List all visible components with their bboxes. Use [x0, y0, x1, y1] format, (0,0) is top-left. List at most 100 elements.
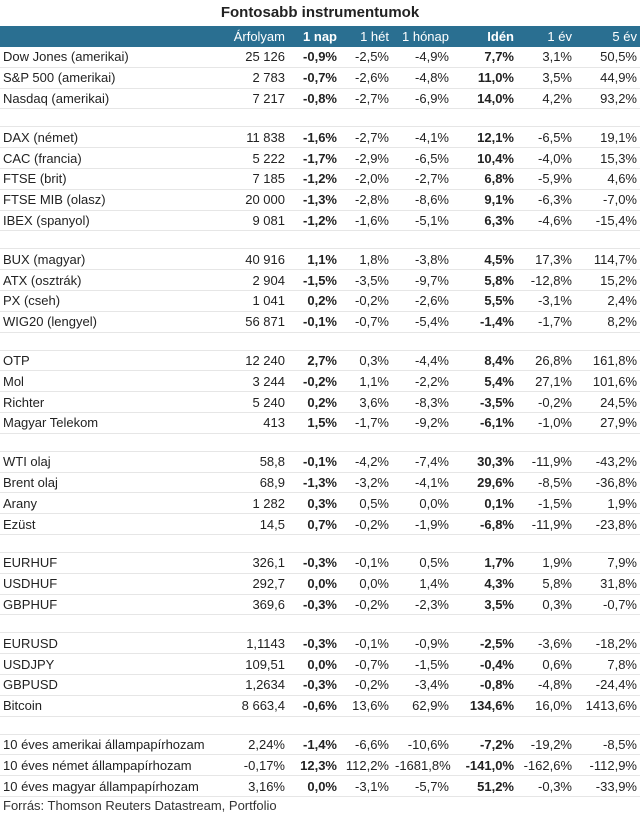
cell-ytd: 7,7%: [452, 47, 517, 68]
cell-ytd: -141,0%: [452, 754, 517, 777]
cell-price: 58,8: [218, 451, 288, 473]
cell-1-day: -1,2%: [288, 168, 340, 190]
cell-1-week: -2,7%: [340, 126, 392, 149]
cell-ytd: 5,8%: [452, 269, 517, 291]
cell-5-year: 15,2%: [575, 269, 640, 291]
cell-1-day: -1,3%: [288, 189, 340, 211]
cell-1-day: -1,4%: [288, 734, 340, 756]
cell-5-year: 50,5%: [575, 47, 640, 68]
cell-1-week: 1,1%: [340, 370, 392, 393]
cell-5-year: 7,9%: [575, 552, 640, 574]
instrument-name: S&P 500 (amerikai): [0, 67, 218, 89]
table-row: WIG20 (lengyel) 56 871 -0,1% -0,7% -5,4% -1,4…: [0, 311, 640, 333]
cell-1-day: 1,1%: [288, 248, 340, 271]
cell-1-day: -0,2%: [288, 370, 340, 393]
instrument-name: GBPUSD: [0, 674, 218, 696]
cell-ytd: -2,5%: [452, 632, 517, 655]
cell-1-month: 0,5%: [392, 552, 452, 574]
cell-ytd: -1,4%: [452, 311, 517, 333]
cell-ytd: 5,5%: [452, 290, 517, 312]
cell-1-day: 0,3%: [288, 492, 340, 515]
cell-1-year: 27,1%: [517, 370, 575, 393]
cell-price: 292,7: [218, 573, 288, 595]
table-row: CAC (francia) 5 222 -1,7% -2,9% -6,5% 10,4% -4…: [0, 147, 640, 169]
cell-ytd: 4,3%: [452, 573, 517, 595]
group-spacer: [0, 332, 640, 351]
cell-1-week: 112,2%: [340, 754, 392, 777]
instrument-name: Brent olaj: [0, 472, 218, 494]
cell-1-year: -0,2%: [517, 391, 575, 413]
cell-ytd: -3,5%: [452, 391, 517, 413]
cell-1-week: -2,8%: [340, 189, 392, 211]
cell-1-week: -1,6%: [340, 210, 392, 232]
cell-5-year: 114,7%: [575, 248, 640, 271]
spacer-cell: [0, 716, 640, 735]
cell-price: 109,51: [218, 653, 288, 675]
cell-price: 3,16%: [218, 775, 288, 797]
cell-1-week: -6,6%: [340, 734, 392, 756]
cell-price: 2,24%: [218, 734, 288, 756]
table-row: WTI olaj 58,8 -0,1% -4,2% -7,4% 30,3% -11,9% -4…: [0, 451, 640, 473]
table-row: 10 éves amerikai állampapírhozam 2,24% -1,…: [0, 734, 640, 756]
cell-1-week: -3,1%: [340, 775, 392, 797]
cell-ytd: 6,8%: [452, 168, 517, 190]
table-row: Nasdaq (amerikai) 7 217 -0,8% -2,7% -6,9% 14,…: [0, 88, 640, 110]
cell-1-week: -0,7%: [340, 311, 392, 333]
cell-ytd: 30,3%: [452, 451, 517, 473]
cell-5-year: -23,8%: [575, 513, 640, 535]
cell-1-month: -9,2%: [392, 412, 452, 434]
cell-price: -0,17%: [218, 754, 288, 777]
table-row: Mol 3 244 -0,2% 1,1% -2,2% 5,4% 27,1% 101,6%: [0, 370, 640, 393]
cell-1-day: -0,8%: [288, 88, 340, 110]
cell-ytd: -6,1%: [452, 412, 517, 434]
cell-1-year: 16,0%: [517, 695, 575, 717]
table-row: 10 éves német állampapírhozam -0,17% 12,3%…: [0, 754, 640, 777]
cell-price: 9 081: [218, 210, 288, 232]
instrument-name: USDJPY: [0, 653, 218, 675]
cell-1-week: -3,5%: [340, 269, 392, 291]
table-row: FTSE MIB (olasz) 20 000 -1,3% -2,8% -8,6% 9,1…: [0, 189, 640, 211]
cell-1-day: -1,5%: [288, 269, 340, 291]
instrument-name: OTP: [0, 350, 218, 372]
table-row: Brent olaj 68,9 -1,3% -3,2% -4,1% 29,6% -8,5% -…: [0, 472, 640, 494]
cell-1-year: -4,8%: [517, 674, 575, 696]
cell-price: 7 185: [218, 168, 288, 190]
cell-1-year: 1,9%: [517, 552, 575, 574]
instrument-name: CAC (francia): [0, 147, 218, 169]
table-row: Magyar Telekom 413 1,5% -1,7% -9,2% -6,1% -1,0…: [0, 412, 640, 434]
cell-1-week: -2,9%: [340, 147, 392, 169]
cell-1-year: -19,2%: [517, 734, 575, 756]
instrument-name: WTI olaj: [0, 451, 218, 473]
cell-1-year: -6,3%: [517, 189, 575, 211]
cell-5-year: -24,4%: [575, 674, 640, 696]
cell-price: 8 663,4: [218, 695, 288, 717]
table-row: GBPHUF 369,6 -0,3% -0,2% -2,3% 3,5% 0,3% -0,7%: [0, 594, 640, 616]
cell-1-day: 1,5%: [288, 412, 340, 434]
instrument-name: 10 éves német állampapírhozam: [0, 754, 218, 777]
table-row: EURHUF 326,1 -0,3% -0,1% 0,5% 1,7% 1,9% 7,9%: [0, 552, 640, 574]
instrument-name: EURUSD: [0, 632, 218, 655]
cell-5-year: 27,9%: [575, 412, 640, 434]
cell-1-week: 0,3%: [340, 350, 392, 372]
cell-1-day: -1,7%: [288, 147, 340, 169]
cell-1-week: -0,1%: [340, 552, 392, 574]
cell-1-month: -4,8%: [392, 67, 452, 89]
column-header-price: Árfolyam: [233, 29, 285, 44]
cell-price: 1 282: [218, 492, 288, 515]
source-note: Forrás: Thomson Reuters Datastream, Port…: [3, 797, 277, 813]
cell-1-week: -2,6%: [340, 67, 392, 89]
table-row: USDHUF 292,7 0,0% 0,0% 1,4% 4,3% 5,8% 31,8%: [0, 573, 640, 595]
cell-1-week: -3,2%: [340, 472, 392, 494]
column-header-1-day: 1 nap: [303, 29, 337, 44]
cell-1-month: -2,2%: [392, 370, 452, 393]
column-header-5-year: 5 év: [612, 29, 637, 44]
spacer-cell: [0, 534, 640, 553]
cell-5-year: -15,4%: [575, 210, 640, 232]
instrument-name: Mol: [0, 370, 218, 393]
cell-5-year: -8,5%: [575, 734, 640, 756]
cell-5-year: 2,4%: [575, 290, 640, 312]
instruments-table: Árfolyam 1 nap 1 hét 1 hónap Idén 1 év 5 év Do…: [0, 26, 640, 797]
group-spacer: [0, 614, 640, 634]
cell-price: 326,1: [218, 552, 288, 574]
table-row: Richter 5 240 0,2% 3,6% -8,3% -3,5% -0,2% 24,5%: [0, 391, 640, 413]
